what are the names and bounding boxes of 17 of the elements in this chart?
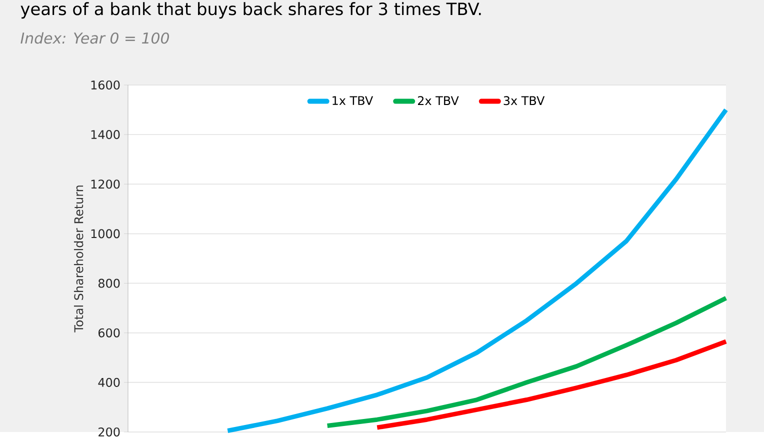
y-tick-label: 400 <box>98 378 120 388</box>
legend-label: 3x TBV <box>504 96 545 106</box>
y-axis-title: Total Shareholder Return <box>74 186 84 332</box>
y-tick-label: 200 <box>98 428 120 437</box>
chart-subtitle: Index: Year 0 = 100 <box>20 32 169 44</box>
chart-title: years of a bank that buys back shares for 3 times TBV. <box>20 2 481 19</box>
line-series <box>225 108 728 434</box>
legend-label: 2x TBV <box>418 96 459 106</box>
line-series <box>374 339 728 430</box>
y-tick-label: 800 <box>98 278 120 288</box>
y-tick-label: 600 <box>98 328 120 338</box>
y-tick-label: 1000 <box>91 229 120 238</box>
line-series <box>325 296 728 428</box>
y-tick-label: 1600 <box>91 80 120 90</box>
y-tick-label: 1400 <box>91 130 120 140</box>
y-tick-label: 1200 <box>91 180 120 189</box>
legend-label: 1x TBV <box>332 96 374 105</box>
